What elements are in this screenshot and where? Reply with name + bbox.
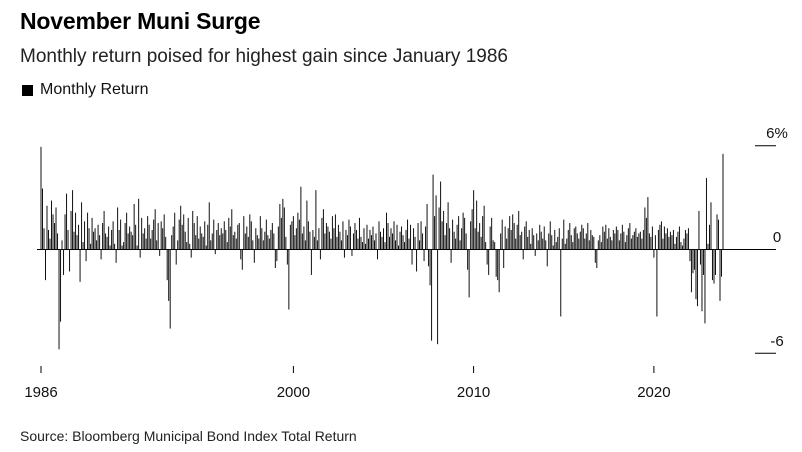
- y-tick-label: 0: [773, 229, 781, 246]
- source-note: Source: Bloomberg Municipal Bond Index T…: [20, 428, 357, 444]
- legend-swatch: [22, 84, 33, 96]
- legend-label: Monthly Return: [40, 81, 149, 98]
- chart-subtitle: Monthly return poised for highest gain s…: [20, 46, 508, 67]
- legend: Monthly Return: [22, 81, 149, 99]
- x-tick-label: 1986: [24, 384, 57, 401]
- x-tick-label: 2020: [637, 384, 670, 401]
- chart-title: November Muni Surge: [20, 8, 261, 34]
- y-tick-label: -6: [770, 333, 783, 350]
- y-tick-label: 6%: [766, 125, 788, 142]
- x-tick-label: 2000: [277, 384, 310, 401]
- x-tick-label: 2010: [457, 384, 490, 401]
